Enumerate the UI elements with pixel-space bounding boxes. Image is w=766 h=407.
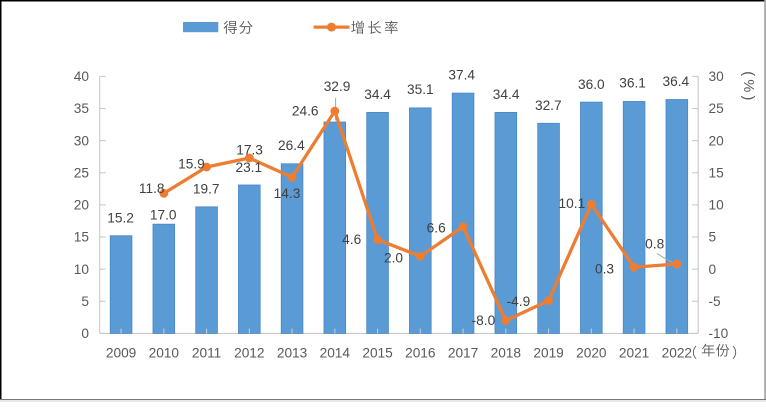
svg-text:36.0: 36.0: [578, 77, 605, 92]
svg-text:34.4: 34.4: [493, 87, 520, 102]
svg-text:2009: 2009: [106, 346, 136, 361]
svg-text:35.1: 35.1: [407, 82, 434, 97]
svg-text:20: 20: [74, 198, 90, 213]
svg-text:15: 15: [709, 165, 725, 180]
svg-text:15.9: 15.9: [178, 156, 205, 171]
svg-text:34.4: 34.4: [364, 87, 391, 102]
svg-text:32.9: 32.9: [324, 79, 351, 94]
svg-text:6.6: 6.6: [427, 220, 446, 235]
svg-text:40: 40: [74, 69, 90, 84]
svg-text:-8.0: -8.0: [472, 313, 496, 328]
svg-text:17.0: 17.0: [150, 207, 177, 222]
svg-text:36.1: 36.1: [619, 75, 646, 90]
svg-text:-5: -5: [709, 294, 722, 309]
svg-text:2018: 2018: [491, 346, 522, 361]
svg-text:4.6: 4.6: [342, 232, 361, 247]
svg-text:35: 35: [74, 101, 90, 116]
svg-text:30: 30: [709, 69, 725, 84]
svg-text:20: 20: [709, 133, 725, 148]
svg-text:37.4: 37.4: [448, 67, 475, 82]
svg-text:19.7: 19.7: [193, 182, 220, 197]
svg-text:10: 10: [74, 262, 90, 277]
svg-text:2.0: 2.0: [384, 250, 403, 265]
svg-text:2019: 2019: [533, 346, 563, 361]
svg-text:2015: 2015: [362, 346, 393, 361]
svg-text:2010: 2010: [149, 346, 180, 361]
svg-text:2022: 2022: [662, 346, 692, 361]
svg-text:2016: 2016: [405, 346, 436, 361]
svg-text:0: 0: [709, 262, 717, 277]
svg-text:10.1: 10.1: [559, 196, 586, 211]
svg-text:14.3: 14.3: [274, 186, 301, 201]
svg-text:25: 25: [74, 165, 90, 180]
svg-text:5: 5: [81, 294, 89, 309]
svg-text:2012: 2012: [234, 346, 264, 361]
svg-text:0.3: 0.3: [595, 261, 614, 276]
svg-text:23.1: 23.1: [235, 160, 262, 175]
svg-text:2014: 2014: [320, 346, 351, 361]
svg-text:24.6: 24.6: [292, 103, 319, 118]
svg-text:0: 0: [81, 326, 89, 341]
svg-text:10: 10: [709, 198, 725, 213]
svg-text:-10: -10: [709, 326, 729, 341]
svg-text:32.7: 32.7: [535, 98, 562, 113]
svg-text:2017: 2017: [448, 346, 478, 361]
svg-text:2021: 2021: [619, 346, 649, 361]
svg-text:25: 25: [709, 101, 725, 116]
svg-text:36.4: 36.4: [663, 74, 690, 89]
svg-text:17.3: 17.3: [236, 143, 263, 158]
svg-text:30: 30: [74, 133, 90, 148]
svg-text:11.8: 11.8: [139, 181, 165, 196]
svg-text:2011: 2011: [192, 346, 221, 361]
svg-text:5: 5: [709, 230, 717, 245]
svg-text:26.4: 26.4: [278, 138, 305, 153]
svg-text:0.8: 0.8: [645, 236, 664, 251]
svg-text:2013: 2013: [277, 346, 308, 361]
svg-text:(%): (%): [740, 71, 756, 103]
svg-text:-4.9: -4.9: [507, 294, 531, 309]
svg-text:15.2: 15.2: [107, 211, 134, 226]
svg-text:2020: 2020: [576, 346, 607, 361]
svg-text:15: 15: [74, 230, 90, 245]
